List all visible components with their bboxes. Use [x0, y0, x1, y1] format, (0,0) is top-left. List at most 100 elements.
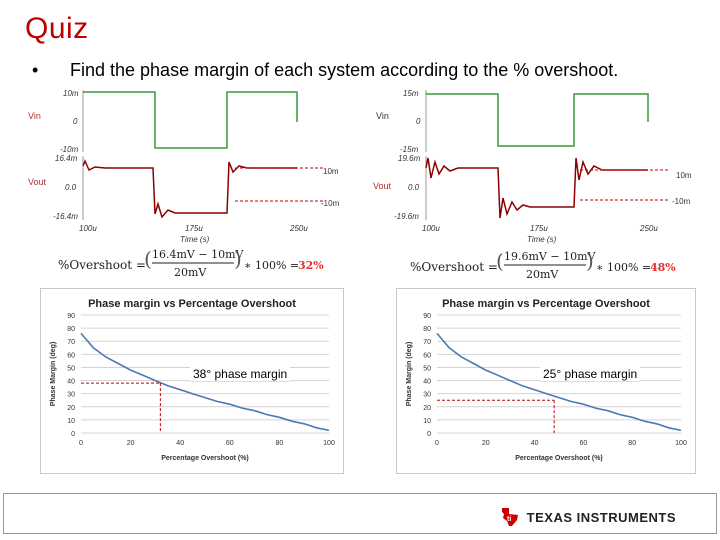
- vout-tick: 0.0: [65, 183, 77, 192]
- svg-text:ti: ti: [507, 516, 511, 523]
- quiz-prompt: Find the phase margin of each system acc…: [70, 60, 619, 80]
- right-scope-plot: Vin 15m 0 -15m Vout 19.6m 0.0 -19.6m 10m…: [370, 86, 700, 246]
- formula-result: 32%: [298, 259, 324, 272]
- formula-numerator: 19.6mV − 10mV: [504, 250, 597, 263]
- vout-tick: 0.0: [408, 183, 420, 192]
- time-axis-label: Time (s): [180, 235, 210, 244]
- formula-lhs: %Overshoot =: [410, 260, 498, 274]
- y-tick-label: 40: [67, 379, 75, 386]
- x-tick-label: 0: [79, 440, 83, 447]
- ref-low-label: -10m: [672, 197, 691, 206]
- time-tick: 175u: [185, 224, 203, 233]
- chart-title: Phase margin vs Percentage Overshoot: [88, 298, 296, 310]
- formula-numerator: 16.4mV − 10mV: [152, 248, 245, 261]
- y-tick-label: 10: [67, 418, 75, 425]
- y-tick-label: 80: [67, 326, 75, 333]
- vout-tick: -19.6m: [394, 212, 419, 221]
- brand-name: Texas Instruments: [526, 509, 676, 525]
- x-tick-label: 40: [176, 440, 184, 447]
- y-axis-label: Phase Margin (deg): [406, 342, 413, 407]
- time-tick: 175u: [530, 224, 548, 233]
- vout-tick: 16.4m: [55, 154, 78, 163]
- x-tick-label: 80: [276, 440, 284, 447]
- x-tick-label: 100: [323, 440, 335, 447]
- formula-denominator: 20mV: [526, 268, 559, 281]
- formula-result: 48%: [650, 261, 676, 274]
- pm-curve-series: [436, 332, 682, 432]
- y-tick-label: 70: [423, 339, 431, 346]
- y-tick-label: 60: [423, 352, 431, 359]
- svg-text:(: (: [496, 249, 504, 273]
- vin-trace: [426, 93, 649, 147]
- slide-title: Quiz: [25, 12, 89, 45]
- formula-lhs: %Overshoot =: [58, 258, 146, 272]
- vout-label: Vout: [28, 177, 47, 187]
- y-axis-label: Phase Margin (deg): [50, 342, 57, 407]
- svg-text:): ): [586, 249, 594, 273]
- y-tick-label: 50: [67, 365, 75, 372]
- y-tick-label: 30: [423, 392, 431, 399]
- vin-tick: -10m: [60, 145, 79, 154]
- time-tick: 100u: [79, 224, 97, 233]
- y-tick-label: 90: [67, 313, 75, 320]
- ref-high-label: 10m: [676, 171, 692, 180]
- vin-label: Vin: [376, 111, 389, 121]
- ref-high-label: 10m: [323, 167, 339, 176]
- vin-tick: 10m: [63, 89, 79, 98]
- x-tick-label: 40: [531, 440, 539, 447]
- x-tick-label: 100: [675, 440, 687, 447]
- vin-tick: 0: [73, 117, 78, 126]
- y-tick-label: 60: [67, 352, 75, 359]
- x-tick-label: 20: [482, 440, 490, 447]
- vout-tick: -16.4m: [53, 212, 78, 221]
- formula-tail: ∗ 100% =: [596, 261, 651, 274]
- x-axis-label: Percentage Overshoot (%): [515, 455, 603, 462]
- y-tick-label: 80: [423, 326, 431, 333]
- time-tick: 100u: [422, 224, 440, 233]
- time-tick: 250u: [289, 224, 308, 233]
- formula-denominator: 20mV: [174, 266, 207, 279]
- y-tick-label: 50: [423, 365, 431, 372]
- vout-tick: 19.6m: [398, 154, 421, 163]
- vin-label: Vin: [28, 111, 41, 121]
- time-axis-label: Time (s): [527, 235, 557, 244]
- texas-state-icon: ti: [501, 508, 518, 526]
- svg-text:(: (: [144, 247, 152, 271]
- x-tick-label: 60: [580, 440, 588, 447]
- y-tick-label: 90: [423, 313, 431, 320]
- footer-bar: [3, 493, 717, 534]
- vout-label: Vout: [373, 181, 392, 191]
- chart-title: Phase margin vs Percentage Overshoot: [442, 298, 650, 310]
- y-tick-label: 40: [423, 379, 431, 386]
- vin-trace: [83, 91, 298, 149]
- y-tick-label: 10: [423, 418, 431, 425]
- bullet-marker: •: [32, 60, 39, 80]
- svg-text:): ): [234, 247, 242, 271]
- x-tick-label: 0: [435, 440, 439, 447]
- pm-curve-series: [80, 332, 330, 432]
- vin-tick: 15m: [403, 89, 419, 98]
- time-tick: 250u: [639, 224, 658, 233]
- x-tick-label: 60: [226, 440, 234, 447]
- y-tick-label: 0: [71, 431, 75, 438]
- right-overshoot-formula: %Overshoot = ( 19.6mV − 10mV 20mV ) ∗ 10…: [410, 249, 676, 281]
- x-axis-label: Percentage Overshoot (%): [161, 455, 249, 462]
- formula-tail: ∗ 100% =: [244, 259, 299, 272]
- ref-low-label: -10m: [321, 199, 340, 208]
- ti-logo: ti Texas Instruments: [499, 506, 676, 528]
- left-scope-plot: Vin 10m 0 -10m Vout 16.4m 0.0 -16.4m 10m…: [25, 86, 355, 246]
- right-phase-margin-annotation: 25° phase margin: [540, 367, 641, 382]
- right-phase-margin-chart: Phase margin vs Percentage Overshoot 0 10 2…: [406, 298, 687, 462]
- left-phase-margin-annotation: 38° phase margin: [190, 367, 291, 382]
- vin-tick: 0: [416, 117, 421, 126]
- left-overshoot-formula: %Overshoot = ( 16.4mV − 10mV 20mV ) ∗ 10…: [58, 247, 324, 279]
- vout-trace: [82, 159, 297, 219]
- x-tick-label: 20: [127, 440, 135, 447]
- y-tick-label: 20: [67, 405, 75, 412]
- y-tick-label: 0: [427, 431, 431, 438]
- y-tick-label: 20: [423, 405, 431, 412]
- y-tick-label: 70: [67, 339, 75, 346]
- y-tick-label: 30: [67, 392, 75, 399]
- vout-trace: [425, 157, 648, 219]
- vin-tick: -15m: [400, 145, 419, 154]
